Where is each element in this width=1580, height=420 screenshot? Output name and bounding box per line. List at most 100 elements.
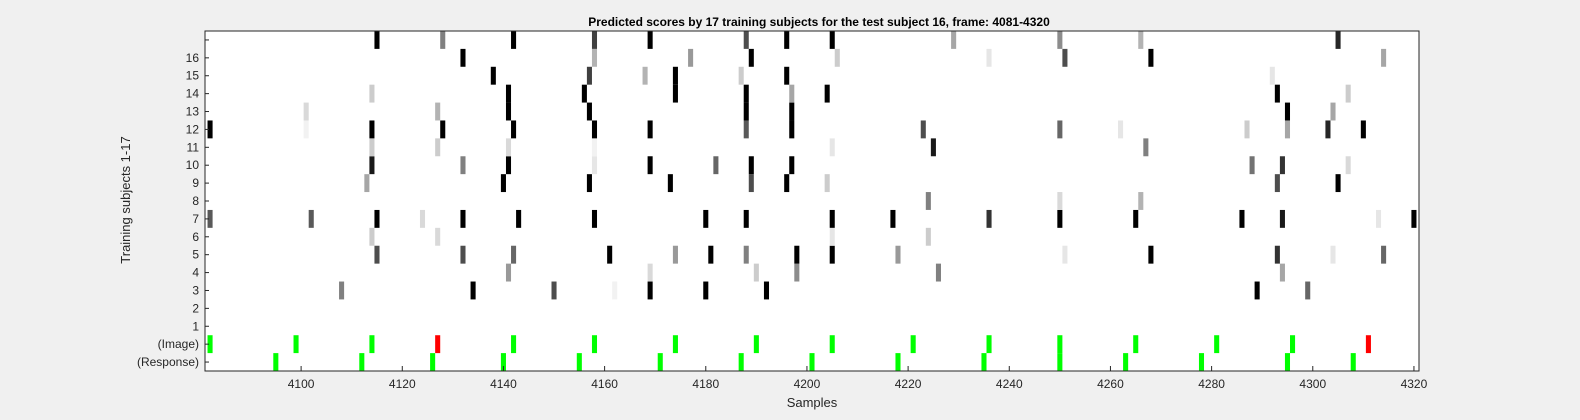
score-cell [1335,174,1341,193]
image-cell [1057,335,1063,354]
score-cell [1274,84,1280,103]
score-cell [505,138,512,157]
score-cell [672,245,678,264]
score-cell [647,281,653,300]
score-cell [1249,156,1255,175]
score-cell [369,84,375,103]
image-cell [1365,335,1371,354]
score-cell [1381,245,1387,264]
score-cell [551,281,557,300]
score-cell [1244,120,1250,139]
score-cell [784,174,790,193]
score-cell [339,281,345,300]
score-cell [586,174,592,193]
score-cell [935,263,941,282]
score-cell [364,174,370,193]
image-cell [511,335,517,354]
score-cell [1330,102,1336,121]
score-cell [925,227,931,246]
score-cell [1345,156,1351,175]
score-cell [1057,192,1063,210]
score-cell [511,31,517,49]
score-cell [703,281,709,300]
x-tick-label: 4280 [1198,377,1225,391]
response-cell [430,353,436,371]
score-cell [647,263,653,282]
score-cell [511,245,517,264]
y-tick-label: 6 [192,230,199,244]
y-tick-label: 9 [192,176,199,190]
score-cell [460,156,466,175]
score-cell [789,120,795,139]
score-cell [1148,48,1154,67]
score-cell [642,66,648,85]
score-cell [1062,48,1068,67]
score-cell [505,263,512,282]
score-cell [1376,209,1382,228]
score-cell [1284,120,1291,139]
score-cell [505,84,512,103]
score-cell [688,48,694,67]
score-cell [1057,31,1063,49]
score-cell [1062,245,1068,264]
score-cell [672,84,678,103]
score-cell [440,120,446,139]
score-cell [374,209,380,228]
score-cell [647,120,653,139]
image-cell [435,335,441,354]
score-cell [672,66,678,85]
score-cell [824,174,830,193]
score-cell [516,209,522,228]
score-cell [591,48,598,67]
score-cell [986,209,992,228]
score-cell [435,227,441,246]
score-cell [374,245,380,264]
response-cell [981,353,987,371]
score-cell [369,156,375,175]
x-tick-label: 4160 [591,377,618,391]
y-tick-label: 12 [186,122,200,136]
x-tick-label: 4300 [1299,377,1326,391]
score-cell [829,245,835,264]
response-cell [576,353,582,371]
score-cell [490,66,496,85]
score-cell [369,227,375,246]
score-cell [460,209,466,228]
image-cell [672,335,678,354]
response-cell [273,353,279,371]
score-cell [586,66,592,85]
score-cell [612,281,618,300]
score-cell [1284,102,1291,121]
y-tick-label: 1 [192,319,199,333]
score-cell [834,48,840,67]
score-cell [930,138,936,157]
y-tick-label: 8 [192,194,199,208]
score-cell [829,138,835,157]
score-cell [1254,281,1260,300]
score-cell [667,174,673,193]
chart-title: Predicted scores by 17 training subjects… [588,15,1050,29]
score-cell [738,66,744,85]
score-cell [1138,192,1144,210]
score-cell [713,156,719,175]
score-cell [1143,138,1149,157]
score-cell [440,31,446,49]
score-cell [470,281,476,300]
score-cell [1360,120,1366,139]
y-tick-label: 14 [186,87,200,101]
response-cell [895,353,901,371]
image-cell [207,335,213,354]
image-cell [910,335,916,354]
score-cell [1138,31,1144,49]
score-cell [925,192,931,210]
x-tick-label: 4200 [794,377,821,391]
score-cell [789,102,795,121]
score-cell [207,209,213,228]
y-tick-label: 16 [186,51,200,65]
score-cell [1305,281,1311,300]
score-cell [1057,209,1063,228]
score-cell [1148,245,1154,264]
score-cell [581,84,587,103]
score-cell [591,31,598,49]
